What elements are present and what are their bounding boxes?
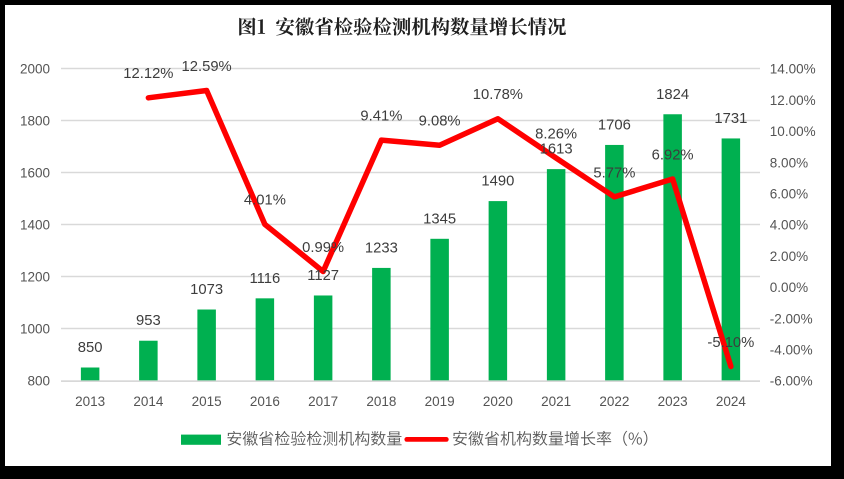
svg-text:1116: 1116 (250, 271, 281, 287)
svg-text:2020: 2020 (483, 394, 513, 409)
svg-text:9.41%: 9.41% (360, 109, 402, 125)
svg-text:850: 850 (78, 340, 103, 356)
svg-text:12.00%: 12.00% (770, 93, 816, 108)
svg-text:0.99%: 0.99% (302, 240, 344, 256)
svg-text:1613: 1613 (540, 142, 573, 158)
svg-text:1345: 1345 (423, 211, 456, 227)
svg-text:8.00%: 8.00% (770, 155, 808, 170)
svg-text:953: 953 (136, 313, 161, 329)
svg-text:800: 800 (27, 374, 50, 389)
svg-text:10.78%: 10.78% (473, 87, 523, 103)
svg-text:1400: 1400 (20, 218, 50, 233)
svg-text:4.01%: 4.01% (244, 193, 286, 209)
svg-text:1600: 1600 (20, 166, 50, 181)
svg-text:2015: 2015 (192, 394, 222, 409)
svg-text:0.00%: 0.00% (770, 280, 808, 295)
svg-text:1800: 1800 (20, 114, 50, 129)
svg-text:6.92%: 6.92% (652, 147, 694, 163)
svg-text:4.00%: 4.00% (770, 218, 808, 233)
svg-text:2014: 2014 (133, 394, 164, 409)
svg-text:2022: 2022 (599, 394, 629, 409)
svg-text:1233: 1233 (365, 240, 398, 256)
svg-text:-2.00%: -2.00% (770, 311, 813, 326)
svg-text:2019: 2019 (425, 394, 455, 409)
svg-text:1127: 1127 (307, 268, 339, 284)
svg-text:2021: 2021 (541, 394, 571, 409)
svg-text:1824: 1824 (656, 87, 689, 103)
svg-text:12.12%: 12.12% (123, 66, 173, 82)
svg-text:10.00%: 10.00% (770, 124, 816, 139)
svg-text:2017: 2017 (308, 394, 338, 409)
svg-text:2023: 2023 (658, 394, 688, 409)
svg-text:6.00%: 6.00% (770, 187, 808, 202)
svg-text:1490: 1490 (481, 174, 514, 190)
svg-text:-5.10%: -5.10% (707, 335, 754, 351)
svg-text:9.08%: 9.08% (419, 114, 461, 130)
svg-text:1073: 1073 (190, 282, 223, 298)
svg-text:1200: 1200 (20, 270, 50, 285)
svg-text:8.26%: 8.26% (535, 126, 577, 142)
svg-text:2000: 2000 (20, 62, 50, 77)
svg-text:1731: 1731 (714, 111, 747, 127)
svg-text:1706: 1706 (598, 117, 631, 133)
svg-text:-4.00%: -4.00% (770, 343, 813, 358)
svg-text:2018: 2018 (366, 394, 396, 409)
svg-text:2.00%: 2.00% (770, 249, 808, 264)
svg-text:5.77%: 5.77% (593, 165, 635, 181)
svg-text:2016: 2016 (250, 394, 280, 409)
svg-text:1000: 1000 (20, 322, 50, 337)
svg-text:12.59%: 12.59% (182, 59, 232, 75)
svg-text:-6.00%: -6.00% (770, 374, 813, 389)
svg-text:2013: 2013 (75, 394, 105, 409)
svg-text:14.00%: 14.00% (770, 62, 816, 77)
svg-text:2024: 2024 (716, 394, 747, 409)
